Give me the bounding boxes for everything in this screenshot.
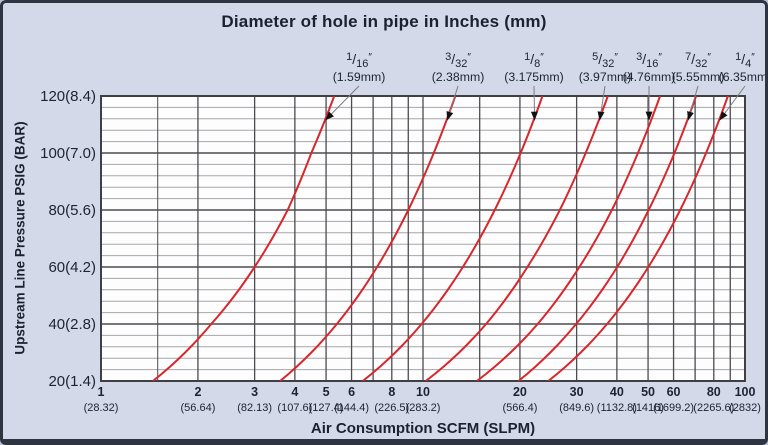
- x-tick-slpm: (1416): [632, 402, 664, 414]
- curve-label-inches: 5/32″: [592, 51, 618, 70]
- curve-label-mm: (5.55mm): [672, 70, 725, 84]
- x-tick-scfm: 60: [667, 385, 681, 399]
- curve-label-mm: (2.38mm): [432, 70, 485, 84]
- leader-arrow-7-32: [687, 85, 699, 121]
- plot-border: [100, 95, 746, 382]
- curve-label-mm: (3.97mm): [579, 70, 632, 84]
- curve-label-inches: 3/16″: [636, 51, 662, 70]
- leader-arrow-3-32: [446, 85, 459, 121]
- y-tick-psig: 20(1.4): [48, 373, 96, 390]
- x-tick-slpm: (283.2): [406, 402, 441, 414]
- x-tick-scfm: 1: [98, 385, 105, 399]
- y-tick-psig: 80(5.6): [48, 202, 96, 219]
- curve-label-mm: (4.76mm): [623, 70, 676, 84]
- curve-label-inches: 1/16″: [346, 51, 372, 70]
- curve-label-inches: 3/32″: [445, 51, 471, 70]
- x-tick-slpm: (127.4): [309, 402, 344, 414]
- x-tick-scfm: 4: [291, 385, 298, 399]
- x-tick-slpm: (566.4): [503, 402, 538, 414]
- curve-label-inches: 1/4″: [735, 51, 755, 70]
- x-tick-slpm: (28.32): [84, 402, 119, 414]
- x-tick-scfm: 3: [251, 385, 258, 399]
- x-tick-scfm: 5: [323, 385, 330, 399]
- y-tick-psig: 120(8.4): [40, 88, 96, 105]
- y-tick-psig: 100(7.0): [40, 145, 96, 162]
- curve-5-32: [425, 96, 609, 381]
- x-tick-slpm: (144.4): [334, 402, 369, 414]
- x-axis-title: Air Consumption SCFM (SLPM): [310, 420, 536, 437]
- leader-arrow-1-16: [325, 85, 360, 121]
- curve-3-32: [279, 96, 457, 381]
- curve-label-inches: 7/32″: [685, 51, 711, 70]
- x-tick-scfm: 80: [707, 385, 721, 399]
- curve-label-mm: (1.59mm): [333, 70, 386, 84]
- x-tick-slpm: (2832): [729, 402, 761, 414]
- curve-1-8: [362, 96, 544, 381]
- x-tick-scfm: 30: [570, 385, 584, 399]
- leader-arrow-1-8: [530, 85, 538, 121]
- y-tick-psig: 40(2.8): [48, 316, 96, 333]
- x-tick-slpm: (1132.8): [597, 402, 637, 414]
- x-tick-scfm: 8: [388, 385, 395, 399]
- x-tick-slpm: (849.6): [559, 402, 594, 414]
- curve-label-mm: (3.175mm): [504, 70, 563, 84]
- x-tick-slpm: (56.64): [181, 402, 216, 414]
- x-tick-scfm: 10: [416, 385, 430, 399]
- x-tick-scfm: 100: [735, 385, 756, 399]
- curve-7-32: [517, 96, 698, 381]
- curve-label-inches: 1/8″: [524, 51, 544, 70]
- curve-label-mm: (6.35mm): [719, 70, 768, 84]
- chart-canvas: 1/16″(1.59mm) 3/32″(2.38mm) 1/8″(3.175mm) 5…: [40, 51, 768, 414]
- x-tick-scfm: 2: [194, 385, 201, 399]
- leader-arrow-1-4: [719, 85, 746, 121]
- y-tick-psig: 60(4.2): [48, 259, 96, 276]
- curve-1-16: [152, 96, 336, 381]
- x-tick-slpm: (226.5): [374, 402, 409, 414]
- leader-arrow-5-32: [597, 85, 606, 121]
- x-tick-slpm: (107.6): [277, 402, 312, 414]
- x-tick-slpm: (2265.6): [693, 402, 734, 414]
- curve-3-16: [476, 96, 662, 381]
- chart-title: Diameter of hole in pipe in Inches (mm): [221, 12, 547, 31]
- x-tick-scfm: 20: [513, 385, 527, 399]
- x-tick-slpm: (1699.2): [653, 402, 694, 414]
- x-tick-scfm: 6: [348, 385, 355, 399]
- x-tick-slpm: (82.13): [237, 402, 272, 414]
- x-tick-scfm: 50: [641, 385, 655, 399]
- curve-1-4: [547, 96, 729, 381]
- x-tick-scfm: 40: [610, 385, 624, 399]
